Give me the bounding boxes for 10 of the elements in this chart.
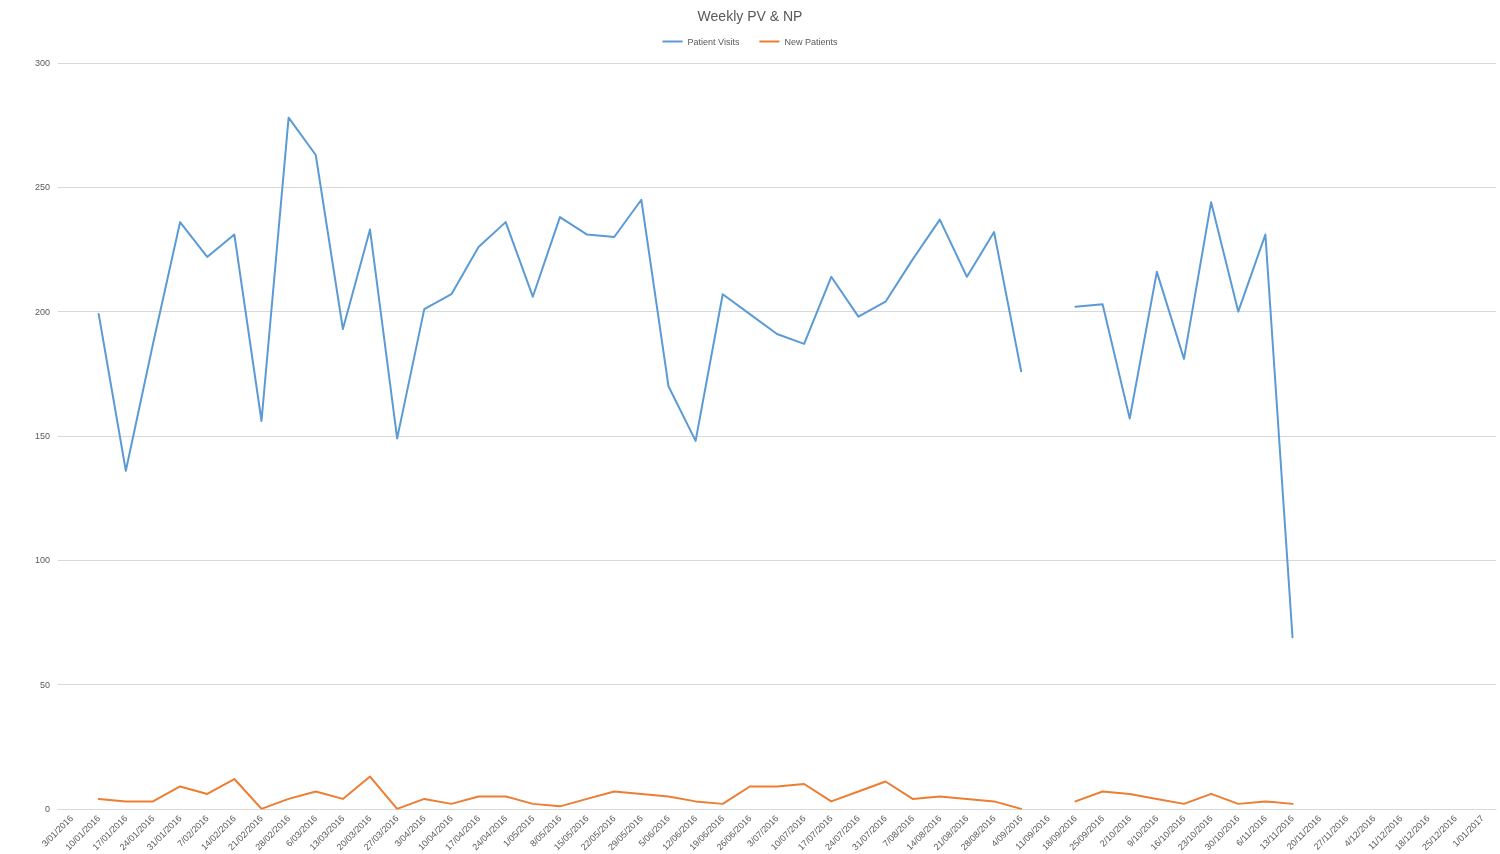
legend-label: Patient Visits — [687, 36, 740, 47]
y-tick-label: 300 — [34, 58, 50, 68]
y-tick-label: 100 — [34, 555, 50, 566]
y-tick-label: 200 — [34, 306, 50, 317]
y-tick-label: 150 — [34, 430, 50, 441]
y-tick-label: 50 — [39, 679, 50, 690]
chart-title: Weekly PV & NP — [697, 8, 803, 24]
y-tick-label: 0 — [44, 803, 50, 814]
legend-label: New Patients — [784, 36, 838, 47]
y-tick-label: 250 — [34, 182, 50, 193]
